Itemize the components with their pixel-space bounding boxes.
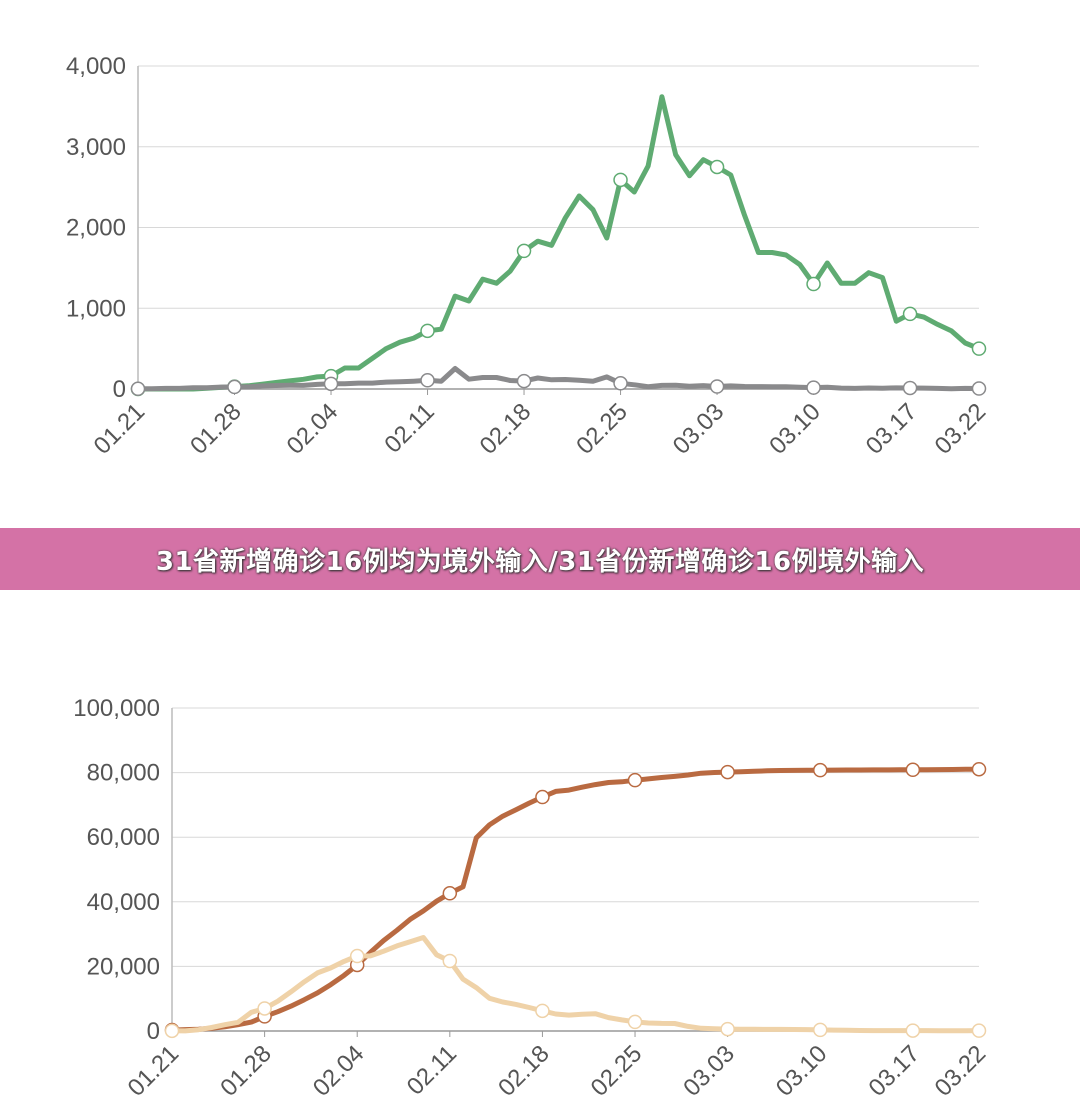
banner: 31省新增确诊16例均为境外输入/31省份新增确诊16例境外输入 <box>0 528 1080 590</box>
point-marker <box>812 762 828 778</box>
y-tick-label: 0 <box>113 376 126 403</box>
point-marker <box>227 379 242 395</box>
point-marker <box>420 323 435 339</box>
series-line <box>171 766 980 1033</box>
x-tick-label: 03.10 <box>764 398 826 460</box>
x-tick-label: 03.17 <box>861 398 923 460</box>
point-marker <box>627 1014 643 1030</box>
y-tick-label: 40,000 <box>87 889 160 916</box>
x-tick-label: 02.18 <box>493 1040 555 1102</box>
point-marker <box>535 789 550 805</box>
series-line <box>138 94 980 392</box>
point-marker <box>905 1023 921 1038</box>
point-marker <box>971 1023 987 1038</box>
point-marker <box>720 764 735 780</box>
x-tick-label: 03.03 <box>668 398 730 460</box>
y-tick-label: 2,000 <box>66 215 126 242</box>
point-marker <box>442 953 458 969</box>
y-tick-label: 20,000 <box>87 953 160 980</box>
point-marker <box>349 948 365 964</box>
point-marker <box>420 373 435 388</box>
y-tick-label: 80,000 <box>87 760 160 787</box>
y-tick-label: 100,000 <box>73 695 160 722</box>
x-tick-label: 02.18 <box>475 398 537 460</box>
x-tick-label: 02.25 <box>571 398 633 460</box>
point-marker <box>709 159 725 175</box>
y-tick-label: 1,000 <box>66 295 126 322</box>
point-marker <box>905 762 921 778</box>
y-tick-label: 60,000 <box>87 824 160 851</box>
point-marker <box>257 1001 272 1016</box>
x-tick-label: 03.22 <box>930 1040 992 1102</box>
point-marker <box>971 761 987 777</box>
point-marker <box>971 341 987 356</box>
point-marker <box>130 381 146 397</box>
x-tick-label: 01.28 <box>215 1040 277 1102</box>
x-tick-label: 02.04 <box>308 1040 370 1102</box>
x-tick-label: 03.10 <box>771 1040 833 1102</box>
x-tick-label: 01.28 <box>185 398 247 460</box>
x-tick-label: 01.21 <box>123 1040 185 1102</box>
point-marker <box>516 373 532 389</box>
series-line <box>138 366 980 392</box>
y-tick-label: 3,000 <box>66 134 126 161</box>
point-marker <box>812 1022 828 1038</box>
series-line <box>171 935 980 1034</box>
point-marker <box>709 379 725 394</box>
x-tick-label: 02.11 <box>402 1040 462 1100</box>
x-tick-label: 03.22 <box>930 398 992 460</box>
x-tick-label: 02.04 <box>282 398 344 460</box>
point-marker <box>971 381 987 396</box>
point-marker <box>516 243 532 259</box>
x-tick-label: 02.25 <box>586 1040 648 1102</box>
y-tick-label: 0 <box>147 1018 160 1045</box>
point-marker <box>720 1021 735 1037</box>
x-tick-label: 03.03 <box>678 1040 740 1102</box>
point-marker <box>902 380 918 396</box>
banner-text: 31省新增确诊16例均为境外输入/31省份新增确诊16例境外输入 <box>155 546 925 577</box>
point-marker <box>164 1023 180 1039</box>
x-tick-label: 01.21 <box>89 398 151 460</box>
point-marker <box>442 886 458 901</box>
point-marker <box>806 276 821 292</box>
point-marker <box>613 376 628 391</box>
point-marker <box>323 376 339 392</box>
point-marker <box>806 380 821 395</box>
point-marker <box>613 172 628 188</box>
x-tick-label: 03.17 <box>864 1040 926 1102</box>
point-marker <box>535 1003 550 1019</box>
point-marker <box>902 306 918 322</box>
y-tick-label: 4,000 <box>66 53 126 80</box>
point-marker <box>627 772 643 788</box>
x-tick-label: 02.11 <box>379 398 439 458</box>
